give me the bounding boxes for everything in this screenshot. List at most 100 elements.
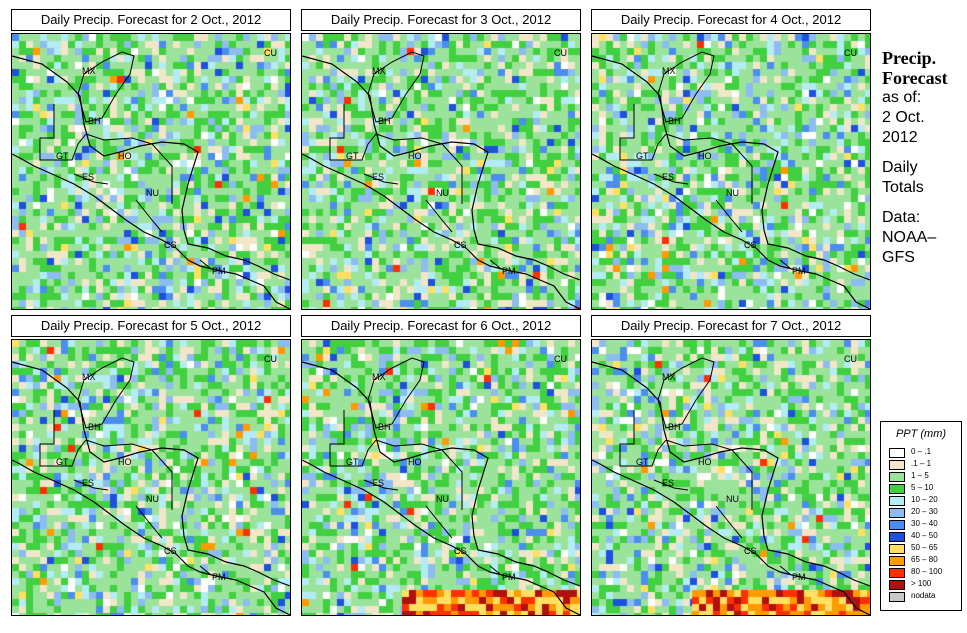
legend-label: 30 – 40	[911, 519, 938, 528]
country-label: NU	[726, 188, 739, 198]
legend-label: 40 – 50	[911, 531, 938, 540]
country-label: GT	[636, 457, 649, 467]
country-label: PM	[792, 572, 806, 582]
country-label: NU	[146, 188, 159, 198]
coastline-overlay: MX BH GT HO ES NU CS PM CU	[302, 354, 580, 615]
map-line	[302, 55, 580, 309]
country-label: CU	[844, 48, 857, 58]
country-label: MX	[372, 66, 386, 76]
legend-swatch	[889, 484, 905, 494]
country-label: HO	[118, 151, 132, 161]
precip-grid	[12, 340, 290, 615]
panel-title: Daily Precip. Forecast for 7 Oct., 2012	[591, 315, 871, 337]
country-label: GT	[56, 457, 69, 467]
precip-map: MX BH GT HO ES NU CS PM CU	[301, 339, 581, 616]
country-label: MX	[662, 66, 676, 76]
country-label: CU	[264, 48, 277, 58]
map-line	[39, 410, 211, 575]
map-line	[302, 361, 580, 615]
data-line1: Data:	[882, 209, 921, 226]
country-label: CU	[554, 354, 567, 364]
country-label: GT	[636, 151, 649, 161]
map-line	[592, 55, 870, 309]
legend-swatch	[889, 580, 905, 590]
country-label: ES	[82, 478, 94, 488]
country-label: BH	[88, 422, 101, 432]
panel-title: Daily Precip. Forecast for 4 Oct., 2012	[591, 9, 871, 31]
country-label: HO	[408, 457, 422, 467]
coastline-overlay: MX BH GT HO ES NU CS PM CU	[302, 48, 580, 309]
country-label: ES	[372, 478, 384, 488]
country-label: MX	[82, 372, 96, 382]
country-label: HO	[698, 151, 712, 161]
country-label: NU	[726, 494, 739, 504]
country-label: CS	[454, 546, 467, 556]
country-label: BH	[378, 116, 391, 126]
totals-line1: Daily	[882, 159, 918, 176]
panel-title: Daily Precip. Forecast for 2 Oct., 2012	[11, 9, 291, 31]
coastline-overlay: MX BH GT HO ES NU CS PM CU	[12, 48, 290, 309]
coastline-overlay: MX BH GT HO ES NU CS PM CU	[592, 354, 870, 615]
country-label: GT	[346, 151, 359, 161]
asof-line3: 2012	[882, 129, 918, 146]
map-line	[77, 357, 135, 429]
precip-map: MX BH GT HO ES NU CS PM CU	[301, 33, 581, 310]
country-label: HO	[698, 457, 712, 467]
legend-label: > 100	[911, 579, 932, 588]
map-line	[367, 357, 425, 429]
country-label: CS	[164, 240, 177, 250]
country-label: ES	[662, 478, 674, 488]
country-label: PM	[212, 266, 226, 276]
side-title-line1: Precip.	[882, 48, 937, 68]
legend-swatch	[889, 520, 905, 530]
legend-label: 65 – 80	[911, 555, 938, 564]
country-label: HO	[408, 151, 422, 161]
coastline-overlay: MX BH GT HO ES NU CS PM CU	[592, 48, 870, 309]
precip-map: MX BH GT HO ES NU CS PM CU	[11, 33, 291, 310]
country-label: CU	[264, 354, 277, 364]
country-label: PM	[502, 266, 516, 276]
legend-label: nodata	[911, 591, 936, 600]
map-line	[657, 51, 715, 123]
country-label: CU	[844, 354, 857, 364]
precip-map: MX BH GT HO ES NU CS PM CU	[591, 339, 871, 616]
map-line	[329, 104, 501, 269]
data-line2: NOAA–	[882, 229, 937, 246]
country-label: MX	[82, 66, 96, 76]
country-label: BH	[88, 116, 101, 126]
country-label: GT	[56, 151, 69, 161]
map-line	[619, 410, 791, 575]
country-label: GT	[346, 457, 359, 467]
country-label: PM	[212, 572, 226, 582]
legend-swatch	[889, 556, 905, 566]
ppt-legend: PPT (mm) 0 – .1 .1 – 1 1 – 5 5 – 10 10 – 20 2…	[880, 421, 962, 611]
side-title-line2: Forecast	[882, 68, 948, 88]
legend-label: 10 – 20	[911, 495, 938, 504]
precip-grid	[592, 34, 870, 309]
totals-line2: Totals	[882, 179, 924, 196]
country-label: BH	[668, 422, 681, 432]
data-line3: GFS	[882, 249, 915, 266]
panel-title: Daily Precip. Forecast for 5 Oct., 2012	[11, 315, 291, 337]
legend-label: .1 – 1	[911, 459, 932, 468]
country-label: MX	[372, 372, 386, 382]
country-label: HO	[118, 457, 132, 467]
legend-swatch	[889, 568, 905, 578]
country-label: CS	[454, 240, 467, 250]
legend-label: 1 – 5	[911, 471, 929, 480]
coastline-overlay: MX BH GT HO ES NU CS PM CU	[12, 354, 290, 615]
country-label: BH	[378, 422, 391, 432]
precip-grid	[592, 340, 870, 615]
map-line	[329, 410, 501, 575]
map-line	[12, 55, 290, 309]
country-label: PM	[792, 266, 806, 276]
panel-title: Daily Precip. Forecast for 6 Oct., 2012	[301, 315, 581, 337]
side-annotation: Precip. Forecast as of: 2 Oct. 2012 Dail…	[882, 48, 966, 268]
legend-label: 50 – 65	[911, 543, 938, 552]
country-label: CU	[554, 48, 567, 58]
legend-label: 80 – 100	[911, 567, 943, 576]
country-label: NU	[436, 494, 449, 504]
country-label: CS	[744, 240, 757, 250]
asof-line2: 2 Oct.	[882, 109, 925, 126]
legend-swatch	[889, 496, 905, 506]
